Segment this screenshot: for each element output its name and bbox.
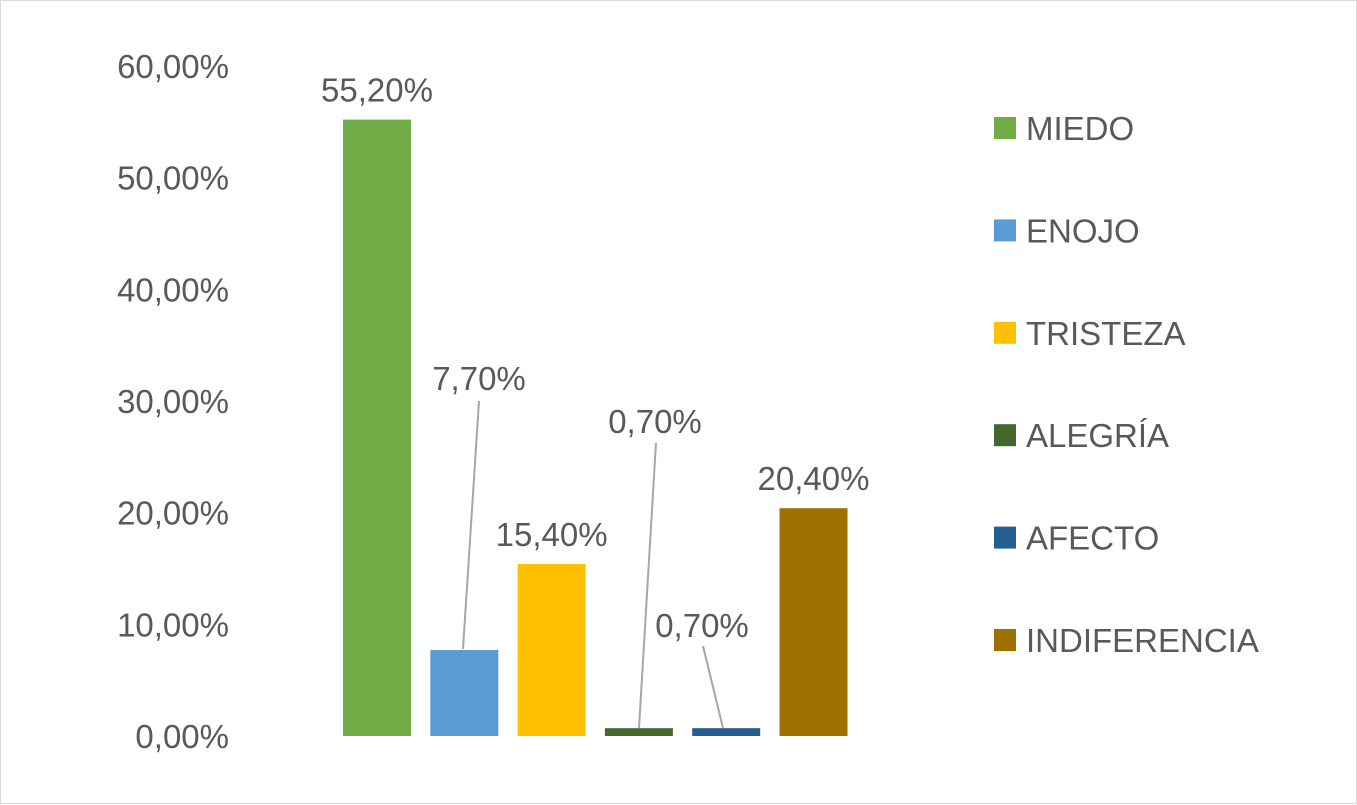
data-labels: 55,20% 7,70% 15,40% 0,70% 0,70% 20,40% xyxy=(321,72,869,644)
legend-label: ALEGRÍA xyxy=(1026,417,1169,454)
y-axis: 0,00% 10,00% 20,00% 30,00% 40,00% 50,00% 60,00… xyxy=(117,48,229,755)
y-tick-label: 10,00% xyxy=(117,606,229,643)
legend: MIEDO ENOJO TRISTEZA ALEGRÍA AFECTO INDIFEREN… xyxy=(994,110,1259,659)
bar-indiferencia xyxy=(779,508,848,736)
legend-swatch xyxy=(994,526,1016,549)
data-label: 15,40% xyxy=(496,516,608,553)
legend-swatch xyxy=(994,117,1016,139)
y-tick-label: 50,00% xyxy=(117,160,229,197)
legend-label: AFECTO xyxy=(1026,520,1159,557)
bars xyxy=(343,119,848,737)
legend-label: MIEDO xyxy=(1026,110,1134,147)
legend-swatch xyxy=(994,321,1016,344)
legend-swatch xyxy=(994,629,1016,651)
data-label: 0,70% xyxy=(655,607,749,644)
bar-afecto xyxy=(692,728,761,736)
leader-line xyxy=(702,645,724,729)
y-tick-label: 60,00% xyxy=(117,48,229,85)
y-tick-label: 40,00% xyxy=(117,271,229,308)
legend-swatch xyxy=(994,424,1016,447)
leader-lines xyxy=(462,400,724,729)
leader-line xyxy=(638,442,657,729)
y-tick-label: 0,00% xyxy=(135,718,229,755)
bar-alegría xyxy=(604,728,673,736)
y-tick-label: 20,00% xyxy=(117,495,229,532)
y-tick-label: 30,00% xyxy=(117,383,229,420)
legend-label: ENOJO xyxy=(1026,212,1140,249)
legend-label: TRISTEZA xyxy=(1026,315,1186,352)
leader-line xyxy=(462,400,480,650)
bar-enojo xyxy=(430,650,499,736)
legend-label: INDIFERENCIA xyxy=(1026,622,1259,659)
bar-tristeza xyxy=(517,564,586,736)
data-label: 55,20% xyxy=(321,72,433,109)
legend-swatch xyxy=(994,219,1016,242)
bar-miedo xyxy=(343,119,411,737)
data-label: 20,40% xyxy=(758,460,870,497)
data-label: 0,70% xyxy=(608,403,702,440)
data-label: 7,70% xyxy=(432,360,526,397)
